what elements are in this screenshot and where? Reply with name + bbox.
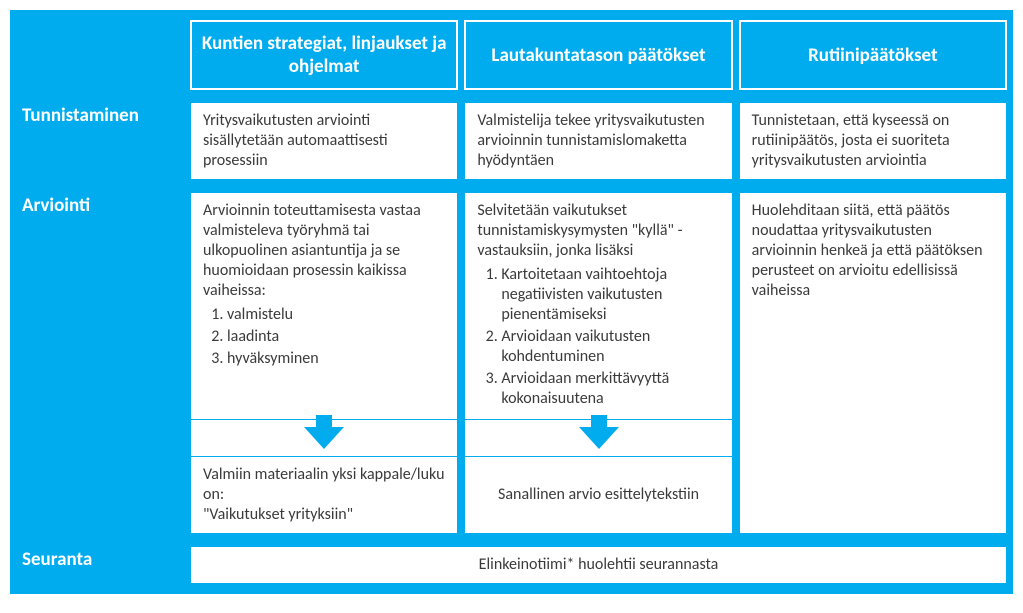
list-item: valmistelu (227, 305, 445, 325)
row-label-seuranta: Seuranta (10, 540, 190, 594)
arrow-c1 (190, 420, 458, 456)
row-seuranta: Seuranta Elinkeinotiimi* huolehtii seura… (10, 540, 1013, 594)
list-item: laadinta (227, 327, 445, 347)
col-header-3: Rutiinipäätökset (739, 20, 1007, 90)
row-label-tunnistaminen: Tunnistaminen (10, 96, 190, 186)
down-arrow-icon (579, 427, 619, 449)
list-item: Arvioidaan vaikutusten kohdentuminen (501, 327, 719, 367)
cell-r1-c2: Valmistelija tekee yritysvaikutusten arv… (464, 102, 732, 180)
cell-r2-c1-output: Valmiin materiaalin yksi kappale/luku on… (190, 456, 458, 534)
list-item: Kartoitetaan vaihtoehtoja negatiivisten … (501, 265, 719, 325)
arrow-c2 (464, 420, 732, 456)
col-header-1: Kuntien strategiat, linjaukset ja ohjelm… (190, 20, 458, 90)
cell-r2-c1-lead: Arvioinnin toteuttamisesta vastaa valmis… (203, 201, 421, 300)
cell-r1-c1: Yritysvaikutusten arviointi sisällytetää… (190, 102, 458, 180)
cell-r2-c1-list: valmistelu laadinta hyväksyminen (227, 305, 445, 369)
cell-r2-c3: Huolehditaan siitä, että päätös noudatta… (739, 192, 1007, 534)
cell-r3-full: Elinkeinotiimi* huolehtii seurannasta (190, 546, 1007, 584)
cell-r2-c2-list: Kartoitetaan vaihtoehtoja negatiivisten … (501, 265, 719, 409)
process-matrix: Kuntien strategiat, linjaukset ja ohjelm… (10, 10, 1013, 594)
cell-r2-c2-output: Sanallinen arvio esittelytekstiin (464, 456, 732, 534)
row-arviointi: Arviointi Arvioinnin toteuttamisesta vas… (10, 186, 1013, 540)
cell-r2-c2-lead: Selvitetään vaikutukset tunnistamiskysym… (477, 201, 682, 260)
row-tunnistaminen: Tunnistaminen Yritysvaikutusten arvioint… (10, 96, 1013, 186)
row-label-arviointi: Arviointi (10, 186, 190, 540)
list-item: Arvioidaan merkittävyyttä kokonaisuutena (501, 369, 719, 409)
cell-r2-c2: Selvitetään vaikutukset tunnistamiskysym… (464, 192, 732, 420)
cell-r1-c3: Tunnistetaan, että kyseessä on rutiinipä… (739, 102, 1007, 180)
down-arrow-icon (304, 427, 344, 449)
header-spacer (10, 10, 190, 96)
header-row: Kuntien strategiat, linjaukset ja ohjelm… (10, 10, 1013, 96)
list-item: hyväksyminen (227, 349, 445, 369)
col-header-2: Lautakuntatason päätökset (464, 20, 732, 90)
cell-r2-c1: Arvioinnin toteuttamisesta vastaa valmis… (190, 192, 458, 420)
